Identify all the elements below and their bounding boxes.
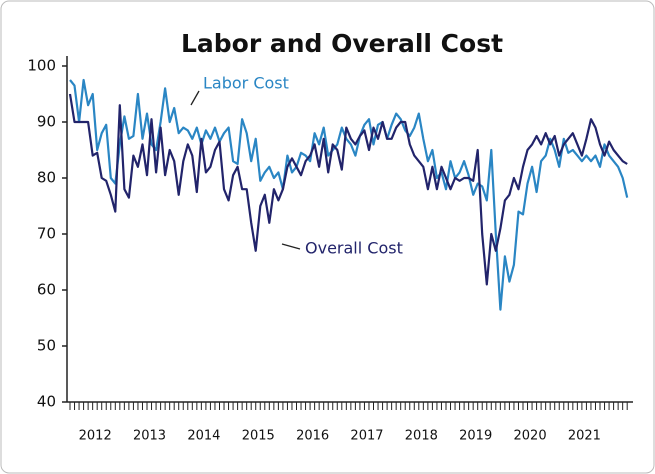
series-label: Labor Cost xyxy=(203,74,289,93)
series-line xyxy=(68,93,628,286)
x-tick-label: 2018 xyxy=(405,429,438,444)
leader-line xyxy=(281,243,301,250)
y-tick-label: 70 xyxy=(37,225,56,243)
y-tick-label: 90 xyxy=(37,113,56,131)
y-tick-label: 80 xyxy=(37,169,56,187)
y-tick-label: 40 xyxy=(37,393,56,411)
x-tick-label: 2021 xyxy=(568,429,601,444)
x-tick-label: 2013 xyxy=(133,429,166,444)
x-tick-label: 2020 xyxy=(514,429,547,444)
x-tick-label: 2015 xyxy=(242,429,275,444)
series-line xyxy=(69,78,629,311)
x-tick-label: 2012 xyxy=(79,429,112,444)
y-tick-label: 100 xyxy=(27,57,56,75)
series-label: Overall Cost xyxy=(305,239,403,258)
y-tick-label: 60 xyxy=(37,281,56,299)
leader-line xyxy=(190,90,200,106)
y-tick-label: 50 xyxy=(37,337,56,355)
x-tick-label: 2017 xyxy=(350,429,383,444)
x-tick-label: 2014 xyxy=(187,429,220,444)
x-tick-label: 2016 xyxy=(296,429,329,444)
chart-title: Labor and Overall Cost xyxy=(181,29,503,58)
x-tick-label: 2019 xyxy=(459,429,492,444)
